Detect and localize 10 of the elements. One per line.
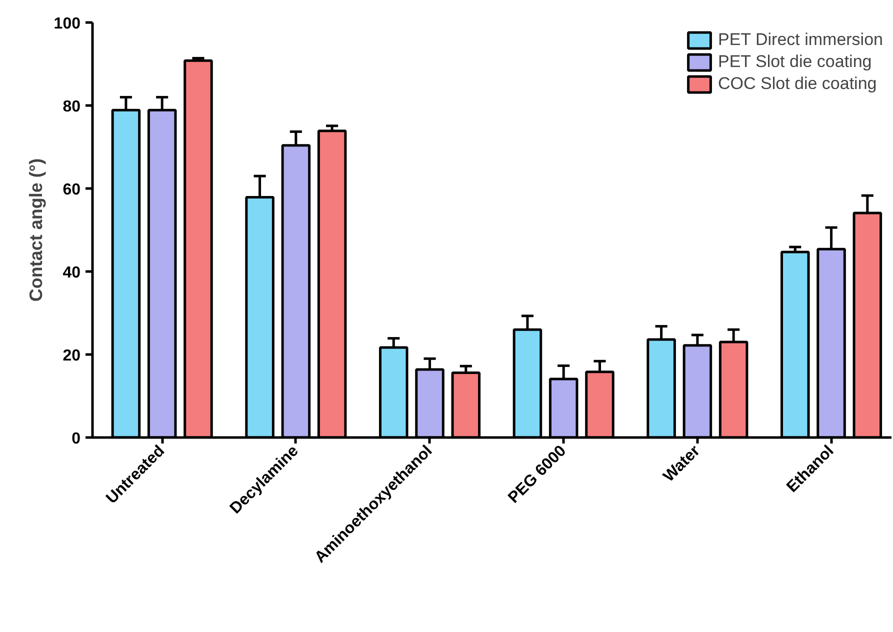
y-axis-title: Contact angle (°) — [26, 158, 46, 302]
y-tick-label: 100 — [54, 16, 81, 32]
y-tick-label: 60 — [62, 182, 81, 198]
legend-label: COC Slot die coating — [718, 74, 877, 94]
y-tick-label: 20 — [62, 348, 81, 364]
y-tick-label: 0 — [72, 430, 81, 448]
legend-label: PET Slot die coating — [718, 52, 872, 72]
legend-label: PET Direct immersion — [718, 30, 883, 50]
y-tick-label: 80 — [62, 98, 81, 116]
y-tick-label: 40 — [62, 264, 81, 282]
